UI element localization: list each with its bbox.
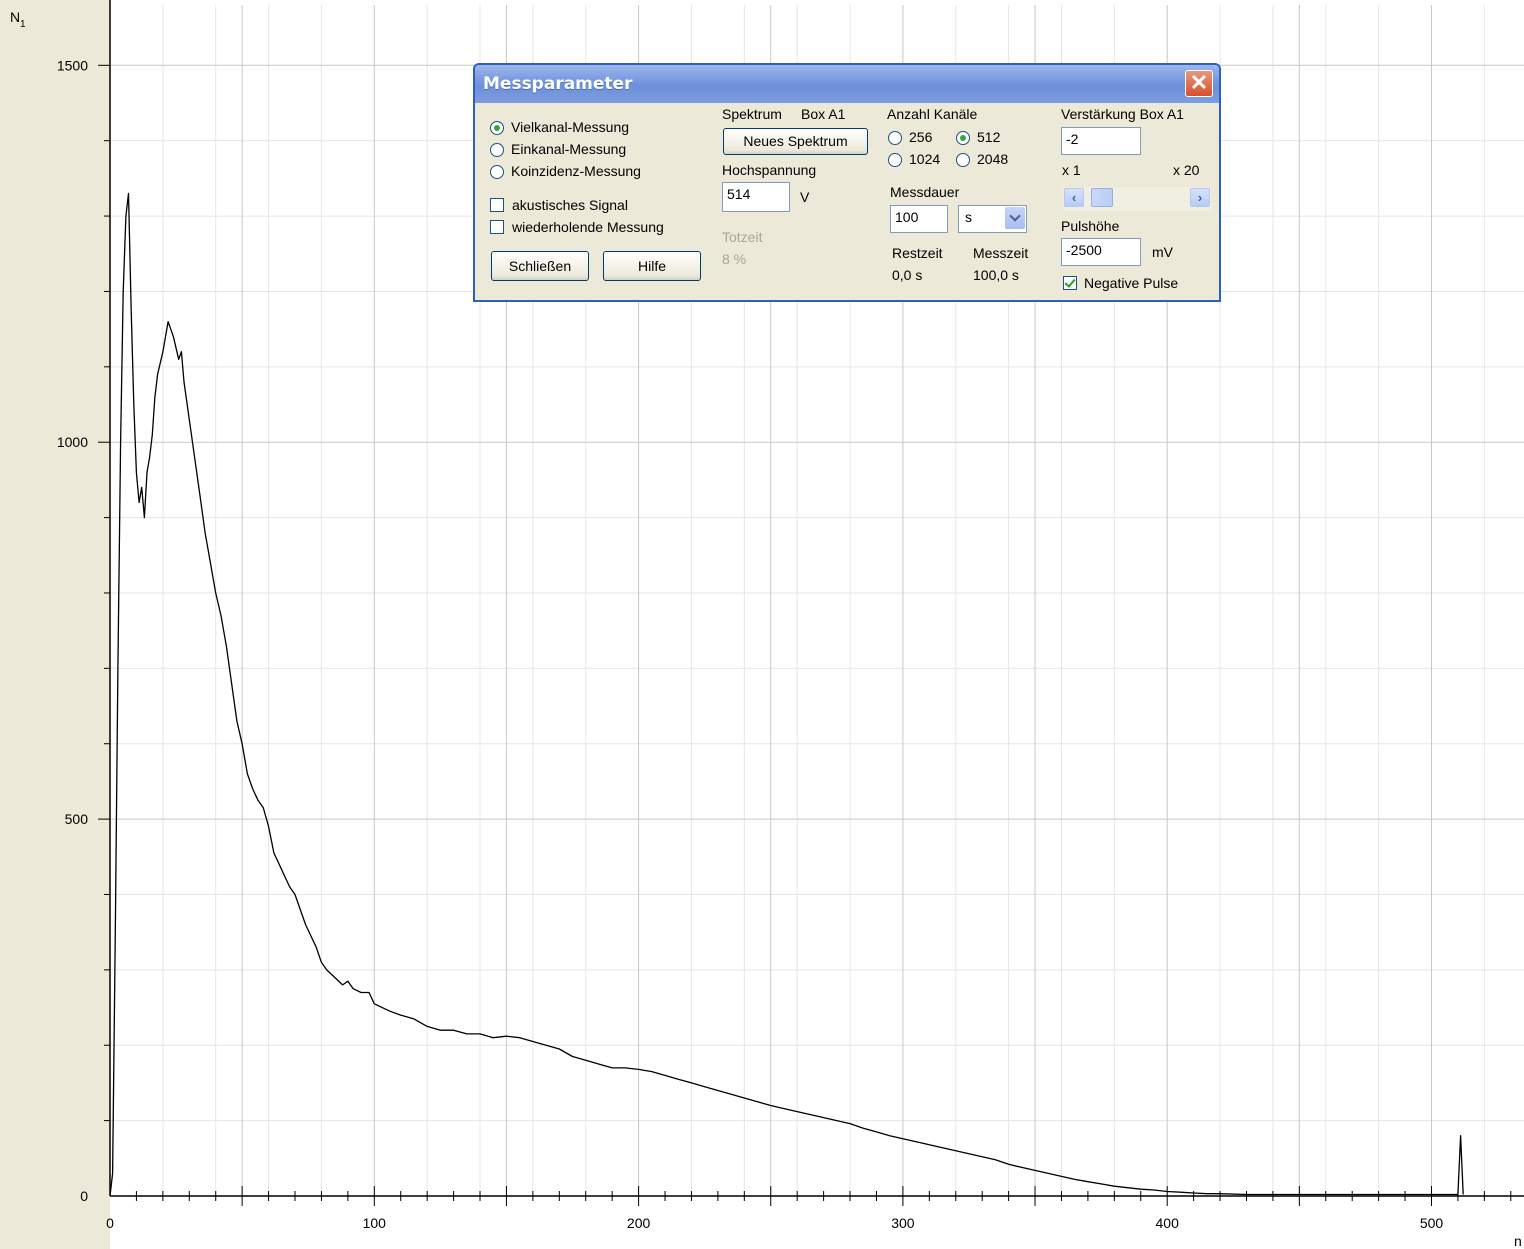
label-channels-2048: 2048 bbox=[977, 151, 1009, 167]
chevron-left-icon[interactable]: ‹ bbox=[1064, 188, 1084, 207]
checkbox-repeat[interactable] bbox=[490, 220, 504, 234]
label-einkanal: Einkanal-Messung bbox=[511, 141, 627, 157]
duration-label: Messdauer bbox=[890, 184, 960, 200]
y-tick-label: 500 bbox=[65, 811, 89, 827]
label-channels-256: 256 bbox=[909, 129, 933, 145]
hv-label: Hochspannung bbox=[722, 162, 817, 178]
y-tick-label: 0 bbox=[80, 1188, 88, 1204]
checkbox-negative-pulse[interactable] bbox=[1063, 276, 1077, 290]
deadtime-value: 8 % bbox=[722, 251, 747, 267]
spectrum-box-label: Box A1 bbox=[801, 106, 846, 122]
chevron-down-icon[interactable] bbox=[1005, 207, 1025, 229]
label-koinzidenz: Koinzidenz-Messung bbox=[511, 163, 641, 179]
label-acoustic: akustisches Signal bbox=[512, 197, 628, 213]
label-repeat: wiederholende Messung bbox=[512, 219, 664, 235]
radio-einkanal[interactable] bbox=[490, 143, 504, 157]
y-axis-label-subscript: 1 bbox=[20, 19, 26, 30]
channels-label: Anzahl Kanäle bbox=[887, 106, 978, 122]
close-icon[interactable]: ✕ bbox=[1185, 70, 1213, 97]
gain-label: Verstärkung Box A1 bbox=[1061, 106, 1184, 122]
measure-label: Messzeit bbox=[973, 245, 1029, 261]
pulse-unit: mV bbox=[1152, 244, 1173, 260]
measure-value: 100,0 s bbox=[973, 267, 1019, 283]
y-tick-label: 1500 bbox=[57, 57, 88, 73]
x-tick-label: 100 bbox=[363, 1215, 387, 1231]
spectrum-label: Spektrum bbox=[722, 106, 782, 122]
chevron-right-icon[interactable]: › bbox=[1190, 188, 1210, 207]
x-tick-label: 0 bbox=[106, 1215, 114, 1231]
x-tick-label: 300 bbox=[891, 1215, 915, 1231]
radio-vielkanal[interactable] bbox=[490, 121, 504, 135]
pulse-input[interactable]: -2500 bbox=[1061, 238, 1141, 266]
radio-channels-1024[interactable] bbox=[888, 153, 902, 167]
gain-input[interactable]: -2 bbox=[1061, 127, 1141, 155]
label-channels-512: 512 bbox=[977, 129, 1001, 145]
new-spectrum-button[interactable]: Neues Spektrum bbox=[723, 128, 868, 155]
duration-unit-select[interactable]: s bbox=[958, 205, 1027, 233]
pulse-label: Pulshöhe bbox=[1061, 218, 1120, 234]
hv-input[interactable]: 514 bbox=[722, 182, 790, 212]
gain-min-label: x 1 bbox=[1062, 162, 1081, 178]
remaining-value: 0,0 s bbox=[892, 267, 923, 283]
label-negative-pulse: Negative Pulse bbox=[1084, 275, 1179, 291]
y-tick-label: 1000 bbox=[57, 434, 88, 450]
radio-channels-512[interactable] bbox=[956, 131, 970, 145]
x-tick-label: 200 bbox=[627, 1215, 651, 1231]
x-tick-label: 500 bbox=[1420, 1215, 1444, 1231]
duration-input[interactable]: 100 bbox=[890, 205, 948, 233]
hv-unit: V bbox=[800, 189, 810, 205]
label-channels-1024: 1024 bbox=[909, 151, 941, 167]
dialog-title: Messparameter bbox=[483, 74, 633, 94]
y-axis-label: N bbox=[10, 9, 20, 25]
gain-scrollbar[interactable]: ‹ › bbox=[1062, 186, 1212, 212]
radio-koinzidenz[interactable] bbox=[490, 165, 504, 179]
label-vielkanal: Vielkanal-Messung bbox=[511, 119, 630, 135]
radio-channels-256[interactable] bbox=[888, 131, 902, 145]
spectrum-series-line bbox=[109, 192, 1464, 1197]
x-axis-label: n bbox=[1514, 1233, 1522, 1249]
radio-channels-2048[interactable] bbox=[956, 153, 970, 167]
gain-slider-thumb[interactable] bbox=[1090, 188, 1113, 207]
remaining-label: Restzeit bbox=[892, 245, 943, 261]
dialog-titlebar[interactable]: Messparameter ✕ bbox=[475, 65, 1219, 103]
checkbox-acoustic[interactable] bbox=[490, 198, 504, 212]
gain-max-label: x 20 bbox=[1173, 162, 1200, 178]
deadtime-label: Totzeit bbox=[722, 229, 763, 245]
help-button[interactable]: Hilfe bbox=[603, 251, 701, 281]
duration-unit-value: s bbox=[965, 209, 972, 225]
x-tick-label: 400 bbox=[1156, 1215, 1180, 1231]
close-button[interactable]: Schließen bbox=[491, 251, 589, 281]
messparameter-dialog: Messparameter ✕ Vielkanal-Messung Einkan… bbox=[473, 63, 1221, 302]
